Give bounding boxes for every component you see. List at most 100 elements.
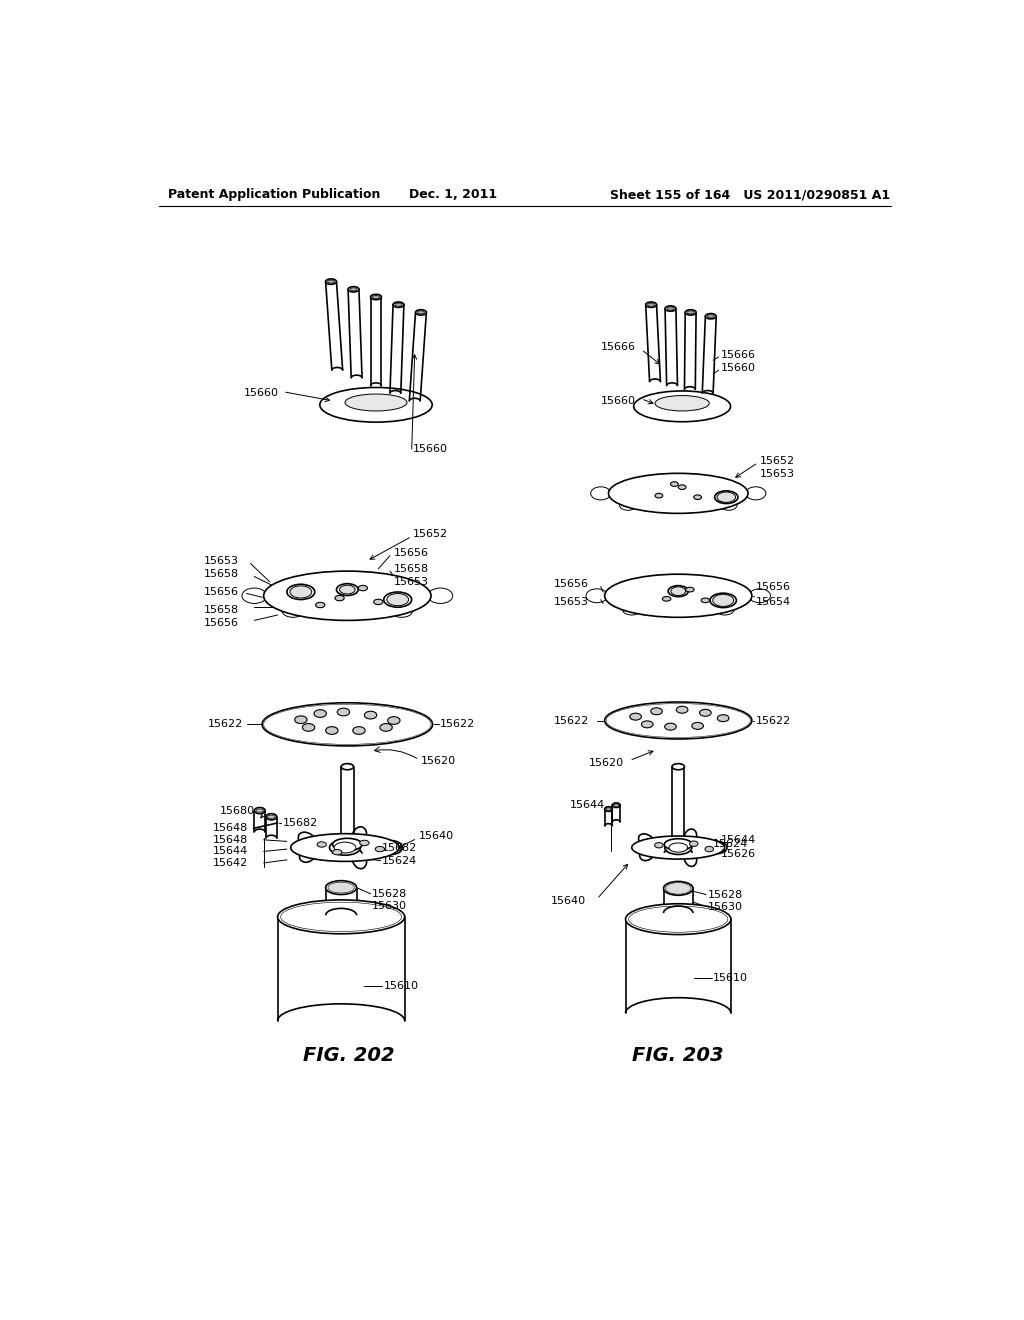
- Ellipse shape: [708, 314, 715, 318]
- Text: 15682: 15682: [382, 842, 418, 853]
- Ellipse shape: [333, 850, 342, 855]
- Ellipse shape: [623, 605, 641, 615]
- Ellipse shape: [687, 312, 694, 314]
- Ellipse shape: [242, 589, 266, 603]
- Ellipse shape: [263, 572, 431, 620]
- Ellipse shape: [672, 763, 684, 770]
- Text: Sheet 155 of 164   US 2011/0290851 A1: Sheet 155 of 164 US 2011/0290851 A1: [610, 187, 891, 201]
- Ellipse shape: [606, 808, 611, 810]
- Ellipse shape: [387, 594, 409, 606]
- Ellipse shape: [380, 723, 392, 731]
- Text: 15620: 15620: [421, 756, 456, 767]
- Text: 15622: 15622: [554, 715, 590, 726]
- Text: 15682: 15682: [283, 818, 318, 828]
- Ellipse shape: [671, 482, 678, 487]
- Ellipse shape: [314, 710, 327, 718]
- Ellipse shape: [328, 882, 354, 892]
- Ellipse shape: [664, 882, 693, 895]
- Text: 15660: 15660: [601, 396, 636, 407]
- Ellipse shape: [267, 816, 275, 818]
- Ellipse shape: [716, 605, 734, 615]
- Ellipse shape: [745, 487, 766, 500]
- Text: 15640: 15640: [419, 832, 454, 841]
- Ellipse shape: [655, 396, 710, 411]
- Ellipse shape: [330, 840, 360, 855]
- Ellipse shape: [416, 310, 426, 315]
- Ellipse shape: [720, 499, 737, 511]
- Ellipse shape: [630, 713, 641, 721]
- Text: Patent Application Publication: Patent Application Publication: [168, 187, 381, 201]
- Ellipse shape: [374, 599, 383, 605]
- Ellipse shape: [381, 841, 402, 854]
- Ellipse shape: [665, 723, 676, 730]
- Ellipse shape: [365, 711, 377, 719]
- Ellipse shape: [665, 841, 692, 854]
- Ellipse shape: [337, 708, 349, 715]
- Ellipse shape: [348, 286, 359, 292]
- Text: 15666: 15666: [721, 350, 756, 360]
- Ellipse shape: [707, 841, 727, 854]
- Ellipse shape: [634, 391, 730, 422]
- Ellipse shape: [686, 587, 694, 591]
- Ellipse shape: [358, 585, 368, 591]
- Ellipse shape: [639, 834, 655, 849]
- Ellipse shape: [678, 484, 686, 490]
- Ellipse shape: [291, 834, 399, 862]
- Text: FIG. 202: FIG. 202: [303, 1045, 394, 1065]
- Ellipse shape: [388, 717, 400, 725]
- Ellipse shape: [666, 883, 691, 894]
- Ellipse shape: [256, 809, 263, 812]
- Ellipse shape: [326, 726, 338, 734]
- Ellipse shape: [713, 594, 733, 606]
- Text: 15680: 15680: [219, 805, 255, 816]
- Ellipse shape: [428, 589, 453, 603]
- Ellipse shape: [371, 294, 381, 300]
- Text: 15660: 15660: [245, 388, 280, 399]
- Ellipse shape: [298, 832, 316, 849]
- Ellipse shape: [646, 302, 656, 308]
- Ellipse shape: [295, 715, 307, 723]
- Text: 15656: 15656: [204, 618, 239, 628]
- Text: 15644: 15644: [721, 834, 756, 845]
- Ellipse shape: [350, 288, 357, 290]
- Text: 15640: 15640: [550, 896, 586, 907]
- Ellipse shape: [326, 880, 356, 895]
- Ellipse shape: [699, 709, 712, 717]
- Ellipse shape: [393, 302, 403, 308]
- Ellipse shape: [299, 847, 315, 862]
- Ellipse shape: [341, 763, 353, 770]
- Ellipse shape: [375, 846, 385, 851]
- Text: 15630: 15630: [708, 902, 742, 912]
- Ellipse shape: [626, 904, 731, 935]
- Text: 15610: 15610: [713, 973, 749, 983]
- Ellipse shape: [373, 296, 380, 298]
- Ellipse shape: [418, 312, 424, 314]
- Ellipse shape: [749, 589, 770, 603]
- Ellipse shape: [647, 304, 654, 306]
- Ellipse shape: [262, 702, 432, 746]
- Text: 15656: 15656: [554, 579, 589, 589]
- Ellipse shape: [693, 495, 701, 499]
- Text: 15622: 15622: [440, 719, 475, 730]
- Text: 15628: 15628: [708, 890, 743, 899]
- Text: 15628: 15628: [372, 888, 408, 899]
- Ellipse shape: [665, 306, 676, 312]
- Ellipse shape: [369, 577, 388, 587]
- Ellipse shape: [604, 574, 752, 618]
- Ellipse shape: [315, 602, 325, 607]
- Ellipse shape: [278, 900, 404, 933]
- Text: 15644: 15644: [569, 800, 605, 810]
- Text: 15660: 15660: [721, 363, 756, 372]
- Text: 15656: 15656: [204, 587, 239, 597]
- Ellipse shape: [701, 598, 710, 603]
- Ellipse shape: [333, 838, 362, 850]
- Ellipse shape: [684, 849, 696, 866]
- Ellipse shape: [650, 708, 663, 714]
- Text: 15658: 15658: [204, 605, 239, 615]
- Ellipse shape: [640, 847, 654, 861]
- Ellipse shape: [307, 577, 326, 587]
- Text: 15656: 15656: [756, 582, 791, 591]
- Ellipse shape: [718, 714, 729, 722]
- Text: 15653: 15653: [394, 577, 429, 587]
- Text: 15644: 15644: [213, 846, 249, 857]
